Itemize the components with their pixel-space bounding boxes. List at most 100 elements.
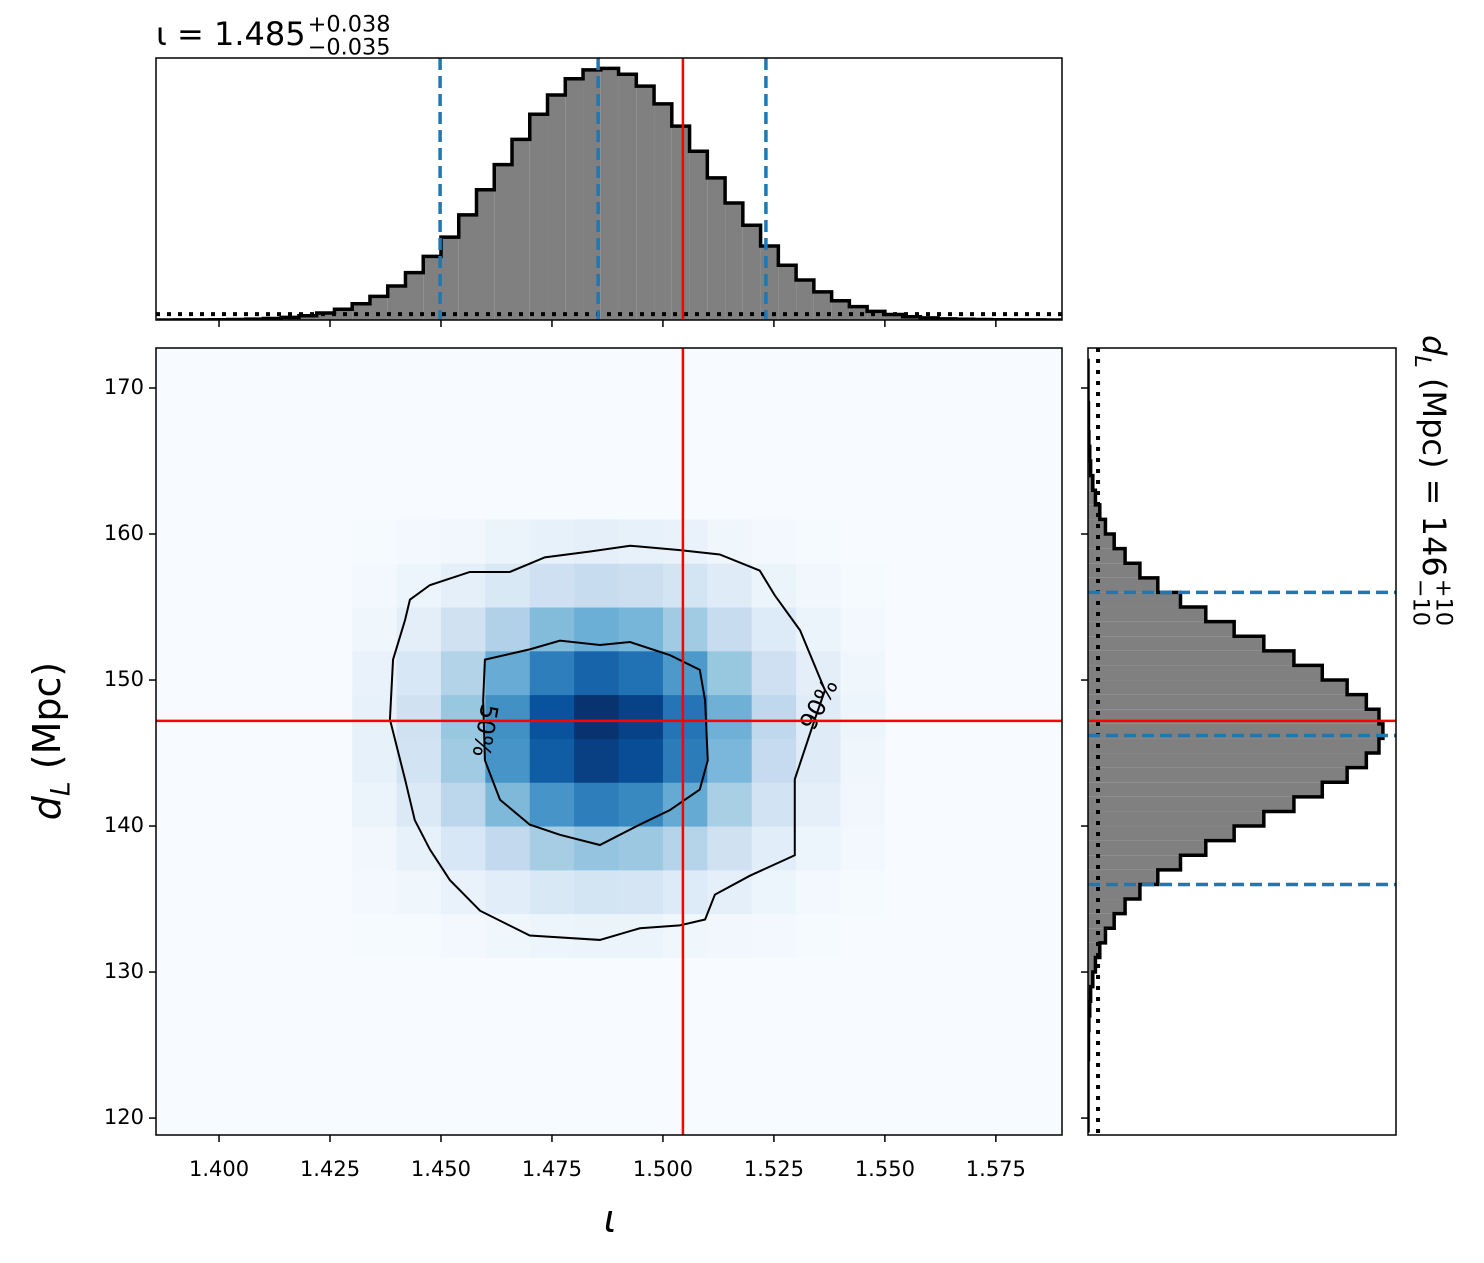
label-subscript: −10	[1407, 579, 1433, 626]
histogram-bar	[1088, 972, 1093, 987]
contour-line	[482, 639, 709, 847]
heatmap-cell	[574, 826, 620, 871]
histogram-bar	[316, 313, 335, 320]
histogram-bar	[618, 74, 637, 320]
y-tick-label: 160	[104, 521, 144, 545]
heatmap-cell	[440, 826, 486, 871]
histogram-bar	[1088, 534, 1115, 549]
histogram-bar	[387, 285, 406, 320]
x-tick-label: 1.500	[633, 1157, 693, 1181]
heatmap-cell	[352, 563, 398, 608]
x-tick-label: 1.400	[189, 1157, 249, 1181]
heatmap-cell	[707, 519, 753, 564]
heatmap-cell	[352, 607, 398, 652]
heatmap-cell	[840, 826, 886, 871]
heatmap-cell	[618, 650, 664, 696]
heatmap-cell	[485, 738, 531, 783]
label-part: d	[1415, 335, 1453, 356]
heatmap-cell	[529, 738, 575, 783]
histogram-bar	[796, 280, 814, 320]
histogram-bar	[1088, 475, 1093, 491]
heatmap-cell	[529, 607, 575, 652]
histogram-bar	[512, 139, 530, 320]
heatmap-cell	[618, 913, 664, 958]
heatmap-cell	[707, 694, 753, 739]
histogram-bar	[671, 126, 690, 320]
heatmap-cell	[618, 826, 664, 871]
heatmap-cell	[440, 913, 486, 958]
histogram-bar	[689, 151, 708, 320]
heatmap-cell	[840, 519, 886, 564]
histogram-bar	[1088, 504, 1100, 520]
y-tick-label: 120	[104, 1105, 144, 1129]
heatmap-cell	[840, 694, 886, 739]
heatmap-cell	[840, 650, 886, 696]
heatmap-cell	[751, 869, 797, 915]
heatmap-cell	[751, 782, 797, 827]
heatmap-cell	[574, 563, 620, 608]
heatmap-cell	[529, 650, 575, 696]
heatmap-cell	[840, 913, 886, 958]
heatmap-cell	[618, 869, 664, 915]
label-part: d	[25, 795, 69, 820]
heatmap-cell	[396, 650, 442, 696]
heatmap-cell	[352, 913, 398, 958]
heatmap-cell	[796, 607, 841, 652]
histogram-bar	[583, 69, 601, 320]
heatmap-cell	[840, 782, 886, 827]
histogram-bar	[1088, 840, 1206, 856]
histogram-bar	[529, 114, 548, 320]
heatmap-cell	[796, 694, 841, 739]
label-part: L	[1409, 355, 1435, 367]
heatmap-cell	[440, 650, 486, 696]
heatmap-cell	[352, 869, 398, 915]
histogram-bar	[1088, 490, 1096, 505]
label-part: (Mpc) = 146	[1415, 368, 1453, 577]
histogram-bar	[369, 296, 388, 320]
heatmap-cell	[529, 782, 575, 827]
heatmap-cell	[574, 519, 620, 564]
histogram-bar	[1088, 811, 1264, 827]
heatmap-cell	[618, 694, 664, 739]
heatmap-cell	[396, 869, 442, 915]
heatmap-cell	[618, 738, 664, 783]
histogram-plot	[156, 58, 1062, 320]
heatmap-cell	[796, 782, 841, 827]
heatmap-cell	[707, 782, 753, 827]
heatmap-cell	[485, 694, 531, 739]
histogram-bar	[1088, 694, 1367, 710]
heatmap-cell	[840, 869, 886, 915]
y-tick-label: 150	[104, 667, 144, 691]
histogram-bar	[1088, 636, 1264, 651]
heatmap-cell	[662, 782, 708, 827]
heatmap-cell	[796, 869, 841, 915]
heatmap-cell	[751, 519, 797, 564]
heatmap-cell	[618, 607, 664, 652]
heatmap-cell	[352, 782, 398, 827]
heatmap-cell	[618, 782, 664, 827]
heatmap-cell	[574, 694, 620, 739]
heatmap-cell	[662, 519, 708, 564]
y-tick-label: 130	[104, 959, 144, 983]
x-tick-label: 1.425	[300, 1157, 360, 1181]
histogram-bar	[1088, 738, 1379, 754]
histogram-bar	[423, 256, 441, 320]
heatmap-cell	[751, 738, 797, 783]
histogram-plot	[1088, 348, 1396, 1135]
axes-frame	[155, 347, 1063, 1136]
heatmap-cell	[485, 607, 531, 652]
histogram-bar	[1088, 665, 1323, 681]
heatmap-cell	[796, 913, 841, 958]
heatmap-cell	[396, 913, 442, 958]
histogram-bar	[1088, 957, 1096, 973]
x-axis-label: ι	[604, 1197, 617, 1241]
histogram-bar	[298, 315, 317, 320]
heatmap-cell	[396, 826, 442, 871]
heatmap-cell	[396, 694, 442, 739]
heatmap-cell	[751, 826, 797, 871]
histogram-bar	[1088, 928, 1106, 943]
y-axis-label: dL (Mpc)	[25, 662, 77, 820]
heatmap-cell	[529, 694, 575, 739]
histogram-bar	[600, 68, 619, 320]
heatmap-cell	[751, 650, 797, 696]
